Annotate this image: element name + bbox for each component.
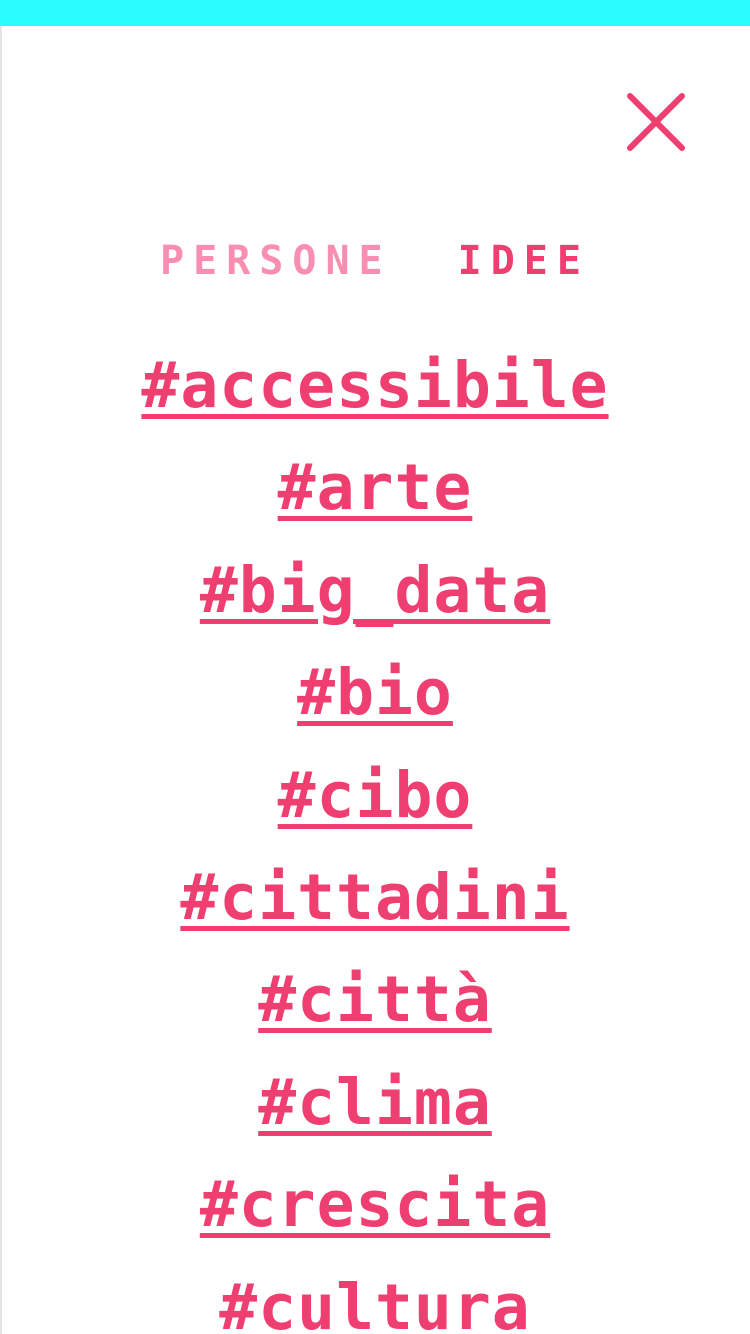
tag-link[interactable]: #cultura <box>219 1270 531 1334</box>
tag-link[interactable]: #clima <box>258 1065 492 1139</box>
list-item: #crescita <box>0 1167 750 1269</box>
tag-link[interactable]: #crescita <box>199 1168 551 1242</box>
list-item: #cibo <box>0 758 750 860</box>
tag-link[interactable]: #città <box>258 963 492 1037</box>
list-item: #cittadini <box>0 860 750 962</box>
close-button[interactable] <box>622 88 690 156</box>
tag-link[interactable]: #accessibile <box>141 349 609 422</box>
list-item: #accessibile <box>0 348 750 450</box>
list-item: #clima <box>0 1065 750 1167</box>
tag-list: #accessibile #arte #big_data #bio #cibo … <box>0 348 750 1334</box>
tab-bar: PERSONE IDEE <box>0 236 750 286</box>
list-item: #arte <box>0 450 750 552</box>
tag-link[interactable]: #big_data <box>199 553 551 627</box>
tag-link[interactable]: #cittadini <box>180 860 570 934</box>
tab-persone[interactable]: PERSONE <box>160 238 392 284</box>
tag-link[interactable]: #bio <box>297 656 453 730</box>
left-border <box>0 26 2 1334</box>
top-status-bar <box>0 0 750 26</box>
tag-link[interactable]: #arte <box>277 451 473 525</box>
close-icon <box>627 93 685 151</box>
tag-link[interactable]: #cibo <box>277 758 473 832</box>
list-item: #big_data <box>0 553 750 655</box>
list-item: #città <box>0 962 750 1064</box>
tab-idee[interactable]: IDEE <box>457 238 590 284</box>
list-item: #cultura <box>0 1270 750 1334</box>
list-item: #bio <box>0 655 750 757</box>
